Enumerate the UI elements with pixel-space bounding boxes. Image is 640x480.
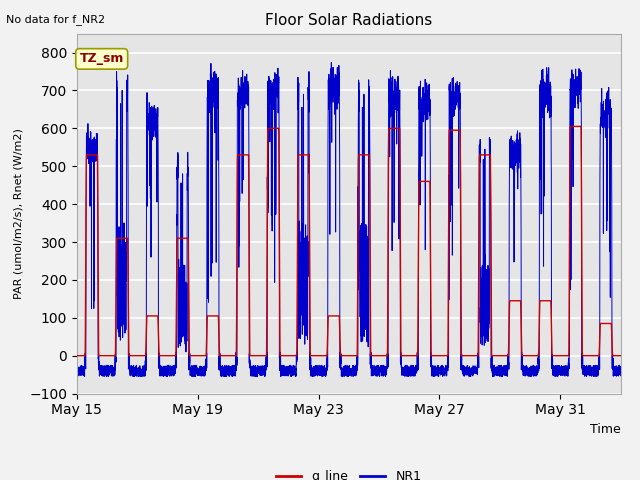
Text: TZ_sm: TZ_sm [79,52,124,65]
X-axis label: Time: Time [590,423,621,436]
Title: Floor Solar Radiations: Floor Solar Radiations [265,13,433,28]
Y-axis label: PAR (umol/m2/s), Rnet (W/m2): PAR (umol/m2/s), Rnet (W/m2) [13,128,24,299]
Legend: q_line, NR1: q_line, NR1 [271,465,426,480]
Text: No data for f_NR2: No data for f_NR2 [6,14,106,25]
